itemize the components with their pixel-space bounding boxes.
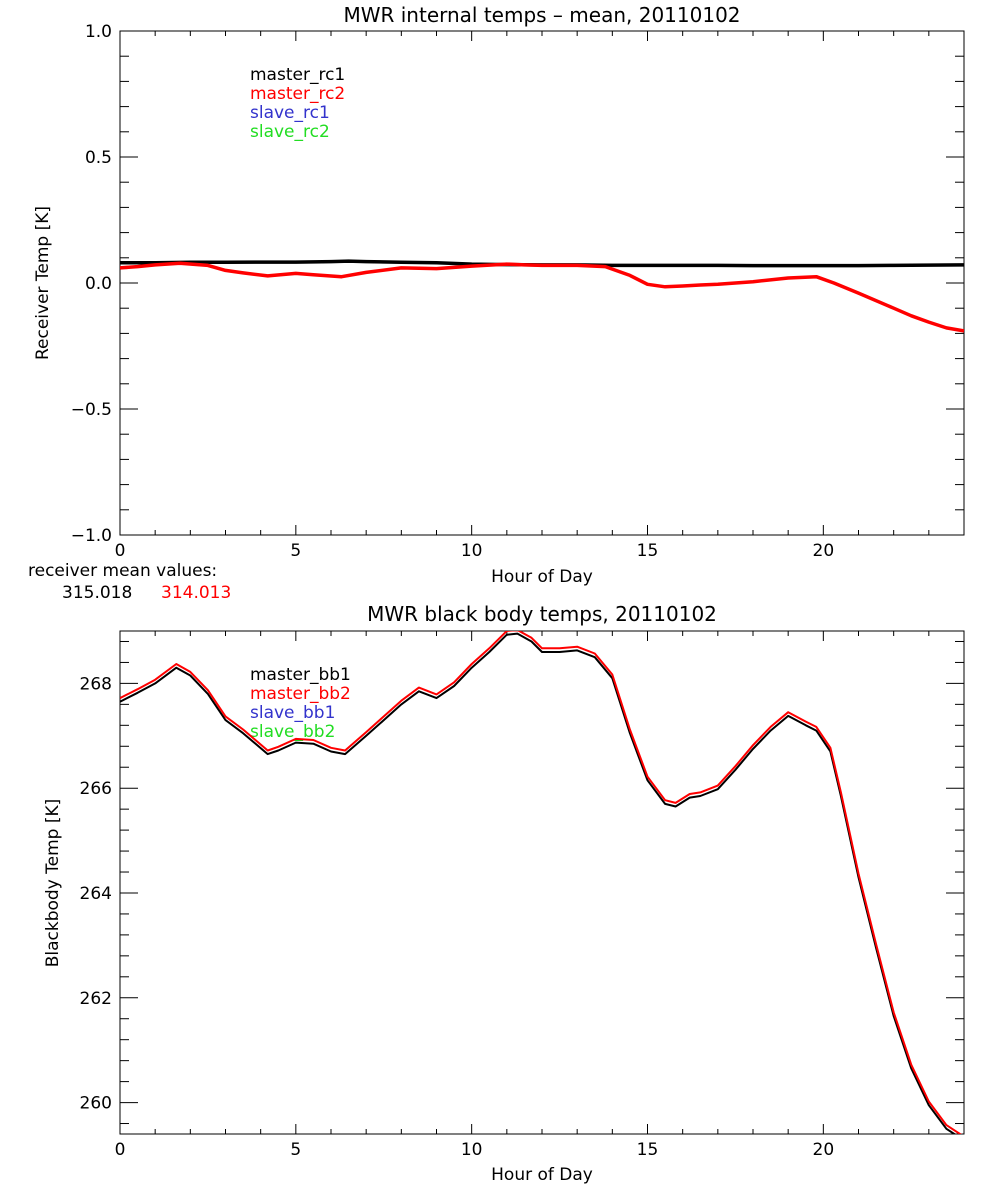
y-tick-label: 264	[80, 884, 112, 904]
chart-title: MWR internal temps – mean, 20110102	[343, 3, 740, 27]
legend-entry-slave-bb2: slave_bb2	[250, 722, 335, 742]
y-tick-label: 0.0	[85, 274, 112, 294]
y-tick-label: −1.0	[71, 526, 112, 546]
y-tick-label: 260	[80, 1094, 112, 1114]
series-line-master-rc2	[120, 261, 964, 333]
receiver-mean-rc2: 314.013	[161, 583, 231, 603]
y-tick-label: 262	[80, 989, 112, 1009]
x-tick-label: 20	[813, 541, 835, 561]
x-tick-label: 20	[813, 1140, 835, 1160]
blackbody-temp-panel: MWR black body temps, 20110102 Hour of D…	[43, 602, 965, 1185]
receiver-mean-label: receiver mean values:	[28, 561, 217, 581]
y-tick-label: 266	[80, 779, 112, 799]
legend-entry-master-bb1: master_bb1	[250, 665, 351, 685]
legend: master_rc1 master_rc2 slave_rc1 slave_rc…	[250, 65, 345, 142]
chart-title: MWR black body temps, 20110102	[367, 602, 717, 626]
receiver-mean-values: receiver mean values: 315.018 314.013	[28, 561, 231, 603]
legend-entry-slave-rc2: slave_rc2	[250, 122, 330, 142]
receiver-temp-panel: MWR internal temps – mean, 20110102 Hour…	[33, 3, 965, 587]
y-tick-label: 1.0	[85, 22, 112, 42]
legend-entry-slave-rc1: slave_rc1	[250, 103, 330, 123]
x-tick-label: 0	[115, 541, 126, 561]
x-axis-label: Hour of Day	[491, 1165, 593, 1185]
legend: master_bb1 master_bb2 slave_bb1 slave_bb…	[250, 665, 351, 742]
x-tick-label: 10	[461, 1140, 483, 1160]
x-tick-label: 5	[290, 1140, 301, 1160]
y-tick-label: 268	[80, 674, 112, 694]
series-line-master-bb1	[120, 632, 957, 1134]
x-tick-label: 0	[115, 1140, 126, 1160]
x-tick-label: 5	[290, 541, 301, 561]
legend-entry-master-rc2: master_rc2	[250, 84, 345, 104]
legend-entry-master-rc1: master_rc1	[250, 65, 345, 85]
x-tick-label: 15	[637, 541, 659, 561]
y-tick-label: −0.5	[71, 400, 112, 420]
plot-frame	[119, 630, 965, 1135]
x-axis-label: Hour of Day	[491, 567, 593, 587]
receiver-mean-rc1: 315.018	[62, 583, 132, 603]
y-tick-label: 0.5	[85, 148, 112, 168]
x-tick-label: 10	[461, 541, 483, 561]
y-axis-label: Blackbody Temp [K]	[43, 799, 63, 968]
series-line-master-bb2	[120, 631, 962, 1134]
x-tick-label: 15	[637, 1140, 659, 1160]
legend-entry-slave-bb1: slave_bb1	[250, 703, 335, 723]
legend-entry-master-bb2: master_bb2	[250, 684, 351, 704]
y-axis-label: Receiver Temp [K]	[33, 206, 53, 360]
